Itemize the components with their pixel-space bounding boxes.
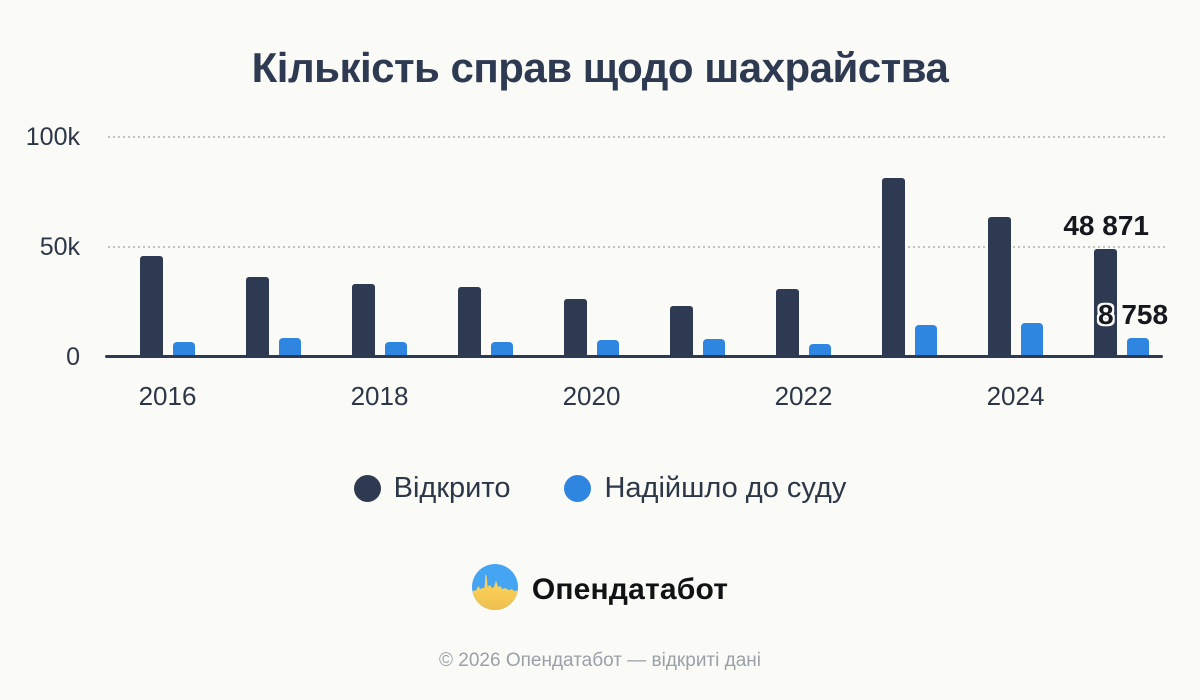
legend-label-opened: Відкрито [393,472,511,504]
bar-2018-series0 [352,284,375,357]
bar-2025-series0 [1094,249,1117,357]
bar-2021-series0 [670,306,693,357]
bar-2016-series1 [173,342,195,357]
x-tick-label: 2020 [562,381,621,411]
copyright-text: © 2026 Опендатабот — відкриті дані [439,650,761,671]
bar-2023-series0 [882,177,905,357]
bar-2024-series0 [988,217,1011,357]
y-tick-label: 100k [25,123,80,151]
data-label: 8 758 [1097,298,1169,330]
brand-row: Опендатабот [0,564,1200,615]
bar-2021-series1 [703,339,725,357]
bar-2018-series1 [385,342,407,357]
bar-2017-series1 [279,337,301,357]
brand-name: Опендатабот [531,572,729,606]
bar-2017-series0 [246,276,269,357]
y-tick-label: 0 [66,343,80,371]
bar-2019-series0 [458,286,481,357]
bar-2016-series0 [140,255,163,357]
legend-item-opened: Відкрито [353,472,511,505]
x-tick-label: 2018 [350,381,409,411]
x-tick-label: 2024 [986,381,1045,411]
data-label: 48 871 [1063,210,1149,242]
x-axis-line [105,355,1163,358]
legend-item-to-court: Надійшло до суду [564,472,846,505]
opendatabot-logo-icon [471,564,518,615]
bar-2019-series1 [491,342,513,357]
bar-2022-series1 [809,343,831,357]
legend: Відкрито Надійшло до суду [0,472,1200,505]
x-tick-label: 2016 [138,381,197,411]
x-tick-label: 2022 [774,381,833,411]
bar-2020-series1 [597,340,619,357]
bar-2022-series0 [776,288,799,357]
page-title: Кількість справ щодо шахрайства [251,44,949,91]
gridline [108,136,1165,138]
gridline [108,246,1165,248]
y-tick-label: 50k [39,233,80,261]
bar-2020-series0 [564,298,587,357]
bar-2024-series1 [1021,322,1043,357]
legend-label-to-court: Надійшло до суду [604,472,847,504]
legend-dot-opened [353,475,381,502]
bar-2025-series1 [1127,337,1149,357]
bar-2023-series1 [915,325,937,357]
legend-dot-to-court [564,475,592,502]
